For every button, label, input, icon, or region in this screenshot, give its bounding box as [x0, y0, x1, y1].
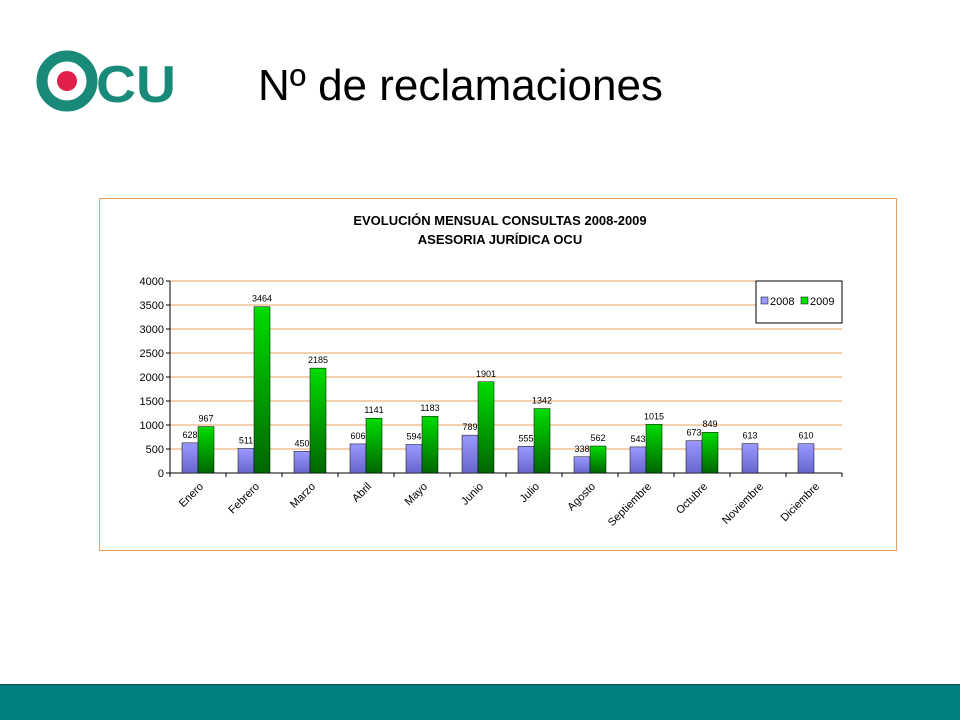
bar-2008-agosto — [573, 456, 591, 474]
bar-2008-abril — [349, 443, 367, 474]
legend-box — [755, 280, 843, 324]
bar-2009-marzo — [309, 367, 327, 474]
x-tick-label: Diciembre — [779, 481, 822, 524]
data-label-2009-septiembre: 1015 — [644, 411, 664, 421]
data-label-2008-agosto: 338 — [574, 444, 589, 454]
legend-label-2009: 2009 — [810, 296, 834, 308]
data-label-2008-octubre: 673 — [686, 428, 701, 438]
bar-2009-abril — [365, 417, 383, 474]
footer-band — [0, 684, 960, 720]
y-tick-label: 2500 — [140, 348, 164, 360]
data-label-2009-junio: 1901 — [476, 369, 496, 379]
data-label-2009-febrero: 3464 — [252, 294, 272, 304]
bar-2008-enero — [181, 442, 199, 474]
data-label-2009-julio: 1342 — [532, 396, 552, 406]
data-label-2008-febrero: 511 — [239, 435, 253, 445]
bar-chart: EVOLUCIÓN MENSUAL CONSULTAS 2008-2009 ASE… — [140, 213, 843, 529]
x-tick-label: Septiembre — [606, 481, 654, 529]
data-label-2009-abril: 1141 — [364, 405, 383, 415]
x-tick-label: Mayo — [403, 481, 431, 509]
data-label-2008-junio: 789 — [462, 422, 477, 432]
x-tick-label: Abril — [350, 481, 374, 505]
data-label-2008-julio: 555 — [518, 433, 533, 443]
data-label-2008-mayo: 594 — [406, 431, 421, 441]
legend-swatch-2009 — [800, 296, 809, 305]
x-tick-label: Julio — [518, 481, 542, 505]
x-tick-label: Junio — [459, 481, 486, 508]
x-tick-label: Marzo — [288, 481, 318, 511]
y-tick-label: 3000 — [140, 324, 164, 336]
chart-frame: EVOLUCIÓN MENSUAL CONSULTAS 2008-2009 ASE… — [99, 198, 897, 551]
bar-2008-mayo — [405, 444, 423, 474]
y-tick-label: 4000 — [140, 276, 164, 288]
data-label-2009-enero: 967 — [198, 414, 213, 424]
x-tick-label: Febrero — [226, 481, 262, 517]
bar-2009-febrero — [253, 306, 271, 474]
data-label-2009-marzo: 2185 — [308, 355, 328, 365]
x-tick-label: Enero — [177, 481, 206, 510]
data-label-2008-noviembre: 613 — [742, 431, 757, 441]
chart-subtitle: ASESORIA JURÍDICA OCU — [418, 232, 582, 247]
bar-2008-febrero — [237, 448, 255, 474]
logo-text: CU — [96, 56, 176, 112]
bar-2009-junio — [477, 381, 495, 474]
y-tick-label: 2000 — [140, 372, 164, 384]
slide-title: Nº de reclamaciones — [258, 61, 663, 110]
legend-label-2008: 2008 — [770, 296, 794, 308]
y-tick-label: 1000 — [140, 420, 164, 432]
bar-2008-julio — [517, 446, 535, 474]
chart-title: EVOLUCIÓN MENSUAL CONSULTAS 2008-2009 — [353, 213, 646, 228]
bar-2008-octubre — [685, 440, 703, 474]
bar-2009-octubre — [701, 431, 719, 474]
bar-2009-septiembre — [645, 424, 663, 474]
bar-2008-septiembre — [629, 446, 647, 474]
y-tick-label: 0 — [158, 468, 164, 480]
data-label-2009-agosto: 562 — [590, 433, 605, 443]
bar-2008-noviembre — [741, 443, 759, 474]
legend-swatch-2008 — [760, 296, 769, 305]
data-label-2009-octubre: 849 — [702, 419, 717, 429]
x-tick-label: Octubre — [674, 481, 710, 517]
y-tick-label: 1500 — [140, 396, 164, 408]
bar-2009-enero — [197, 426, 215, 474]
data-label-2008-diciembre: 610 — [798, 431, 813, 441]
y-tick-label: 500 — [146, 444, 164, 456]
bar-2008-diciembre — [797, 443, 815, 474]
data-label-2008-marzo: 450 — [294, 438, 309, 448]
data-label-2009-mayo: 1183 — [420, 403, 439, 413]
bar-2009-julio — [533, 408, 551, 474]
bar-2008-junio — [461, 434, 479, 474]
data-label-2008-enero: 628 — [182, 430, 197, 440]
x-tick-label: Noviembre — [720, 481, 766, 527]
y-tick-label: 3500 — [140, 300, 164, 312]
x-tick-label: Agosto — [565, 481, 598, 514]
data-label-2008-septiembre: 543 — [630, 434, 645, 444]
data-label-2008-abril: 606 — [350, 431, 365, 441]
bar-2009-agosto — [589, 445, 607, 474]
bar-2008-marzo — [293, 451, 311, 474]
ocu-logo: CU — [36, 50, 176, 112]
bar-2009-mayo — [421, 415, 439, 474]
logo-o-mark — [36, 50, 98, 112]
